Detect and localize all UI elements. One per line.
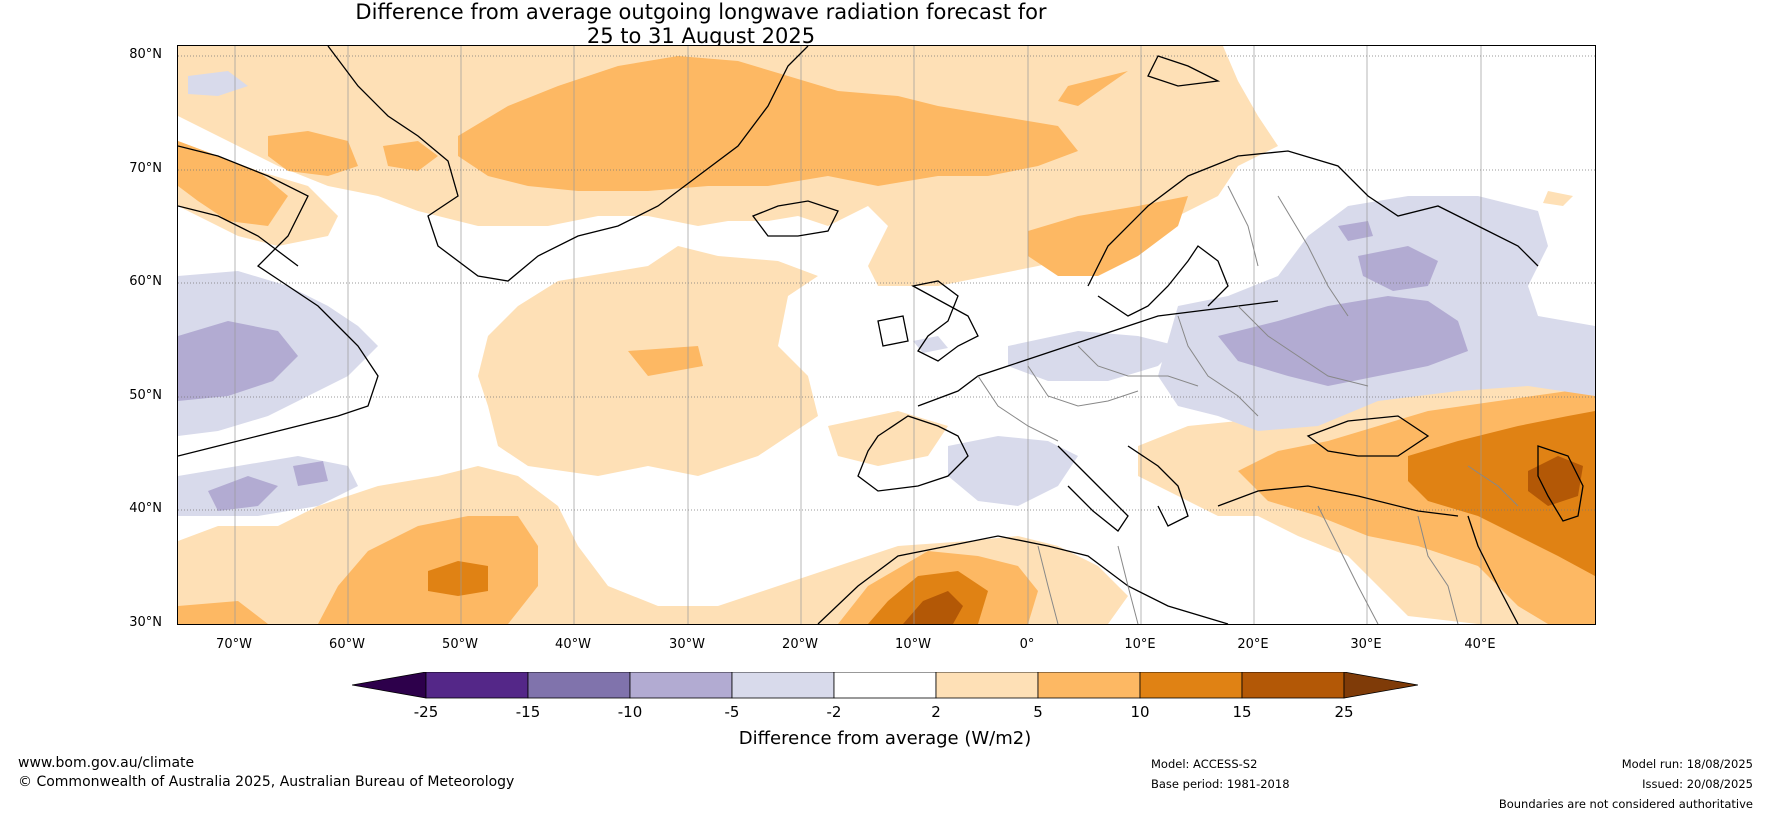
anomaly-positive-extreme xyxy=(903,456,1583,624)
footer-copyright: © Commonwealth of Australia 2025, Austra… xyxy=(18,774,515,790)
footer-model: Model: ACCESS-S2 xyxy=(1151,757,1258,771)
colorbar-segment xyxy=(833,672,937,699)
colorbar-segment xyxy=(731,672,835,699)
colorbar xyxy=(352,672,1418,699)
colorbar-segment xyxy=(1241,672,1345,699)
lon-label-50w: 50°W xyxy=(442,637,478,652)
lon-label-60w: 60°W xyxy=(329,637,365,652)
colorbar-tick-label: -25 xyxy=(413,703,439,721)
colorbar-segment xyxy=(1037,672,1141,699)
lon-label-10w: 10°W xyxy=(895,637,931,652)
lat-label-60n: 60°N xyxy=(129,274,162,289)
anomaly-positive-strong xyxy=(428,411,1595,624)
colorbar-tick-label: 10 xyxy=(1130,703,1150,721)
footer-issued: Issued: 20/08/2025 xyxy=(1642,777,1753,791)
lat-label-80n: 80°N xyxy=(129,47,162,62)
colorbar-tick-label: 2 xyxy=(931,703,941,721)
colorbar-arrow-max xyxy=(1343,672,1418,699)
anomaly-map xyxy=(178,46,1595,624)
colorbar-segments xyxy=(352,672,1418,699)
lon-label-40w: 40°W xyxy=(555,637,591,652)
lon-label-40e: 40°E xyxy=(1464,637,1496,652)
lon-label-70w: 70°W xyxy=(216,637,252,652)
map-title: Difference from average outgoing longwav… xyxy=(0,0,1402,48)
colorbar-segment xyxy=(629,672,733,699)
colorbar-tick-label: 25 xyxy=(1334,703,1354,721)
colorbar-segment xyxy=(527,672,631,699)
anomaly-negative-medium xyxy=(178,221,1468,511)
footer-website: www.bom.gov.au/climate xyxy=(18,755,195,771)
map-panel xyxy=(177,45,1596,625)
lon-label-30e: 30°E xyxy=(1350,637,1382,652)
lat-label-70n: 70°N xyxy=(129,161,162,176)
colorbar-tick-label: -5 xyxy=(724,703,740,721)
lon-label-20e: 20°E xyxy=(1237,637,1269,652)
coastlines xyxy=(178,46,1584,624)
colorbar-tick-label: -15 xyxy=(515,703,541,721)
footer-disclaimer: Boundaries are not considered authoritat… xyxy=(1498,797,1753,811)
colorbar-tick-label: -10 xyxy=(617,703,643,721)
colorbar-segment xyxy=(425,672,529,699)
lon-label-0: 0° xyxy=(1019,637,1035,652)
colorbar-segment xyxy=(1139,672,1243,699)
lon-gridlines xyxy=(234,46,1482,624)
country-borders xyxy=(977,185,1519,624)
footer-base-period: Base period: 1981-2018 xyxy=(1151,777,1290,791)
colorbar-segment xyxy=(935,672,1039,699)
anomaly-positive-medium xyxy=(178,56,1595,624)
footer-model-run: Model run: 18/08/2025 xyxy=(1621,757,1753,771)
colorbar-title: Difference from average (W/m2) xyxy=(738,728,1032,749)
colorbar-tick-label: 15 xyxy=(1232,703,1252,721)
lat-label-40n: 40°N xyxy=(129,501,162,516)
lat-label-30n: 30°N xyxy=(129,615,162,630)
lon-label-20w: 20°W xyxy=(782,637,818,652)
lon-label-30w: 30°W xyxy=(669,637,705,652)
lat-gridlines xyxy=(178,55,1595,511)
lat-label-50n: 50°N xyxy=(129,388,162,403)
title-line-1: Difference from average outgoing longwav… xyxy=(355,0,1047,24)
colorbar-tick-label: -2 xyxy=(826,703,842,721)
lon-label-10e: 10°E xyxy=(1124,637,1156,652)
title-line-2: 25 to 31 August 2025 xyxy=(586,24,816,48)
colorbar-tick-label: 5 xyxy=(1033,703,1043,721)
colorbar-arrow-min xyxy=(352,672,427,699)
